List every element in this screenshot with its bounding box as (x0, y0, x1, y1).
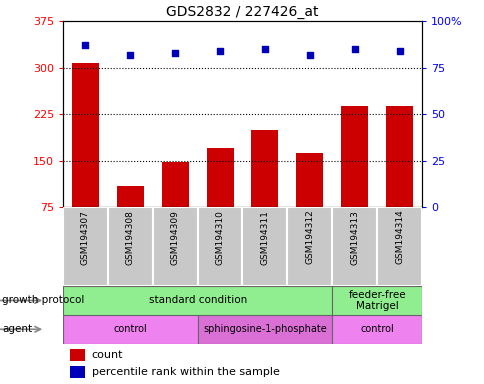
Text: feeder-free
Matrigel: feeder-free Matrigel (348, 290, 405, 311)
Text: GSM194311: GSM194311 (260, 210, 269, 265)
Title: GDS2832 / 227426_at: GDS2832 / 227426_at (166, 5, 318, 19)
Bar (70, 349, 84, 361)
Bar (251, 130, 278, 207)
Text: GSM194310: GSM194310 (215, 210, 224, 265)
Bar (296, 153, 322, 207)
Bar (63, 207, 107, 286)
Bar (63, 315, 197, 344)
Bar (70, 366, 84, 379)
Text: GSM194312: GSM194312 (304, 210, 314, 265)
Bar (376, 207, 421, 286)
Bar (332, 286, 421, 315)
Text: percentile rank within the sample: percentile rank within the sample (91, 367, 279, 377)
Bar (197, 207, 242, 286)
Bar (332, 207, 376, 286)
Bar (117, 185, 143, 207)
Bar (72, 63, 99, 207)
Text: growth protocol: growth protocol (2, 295, 85, 306)
Text: count: count (91, 350, 123, 360)
Bar (107, 207, 152, 286)
Text: control: control (113, 324, 147, 334)
Point (305, 51, 313, 58)
Text: GSM194313: GSM194313 (349, 210, 359, 265)
Text: GSM194308: GSM194308 (125, 210, 135, 265)
Point (81, 42, 89, 48)
Bar (385, 106, 412, 207)
Point (350, 46, 358, 52)
Text: sphingosine-1-phosphate: sphingosine-1-phosphate (203, 324, 326, 334)
Point (395, 48, 403, 54)
Bar (340, 106, 367, 207)
Bar (197, 315, 332, 344)
Point (260, 46, 268, 52)
Bar (242, 207, 287, 286)
Point (171, 50, 179, 56)
Point (126, 51, 134, 58)
Bar (161, 162, 188, 207)
Point (216, 48, 224, 54)
Text: control: control (360, 324, 393, 334)
Bar (63, 286, 332, 315)
Bar (287, 207, 332, 286)
Text: GSM194309: GSM194309 (170, 210, 180, 265)
Text: standard condition: standard condition (148, 295, 246, 306)
Text: GSM194307: GSM194307 (81, 210, 90, 265)
Text: agent: agent (2, 324, 32, 334)
Bar (332, 315, 421, 344)
Bar (152, 207, 197, 286)
Text: GSM194314: GSM194314 (394, 210, 403, 265)
Bar (206, 148, 233, 207)
